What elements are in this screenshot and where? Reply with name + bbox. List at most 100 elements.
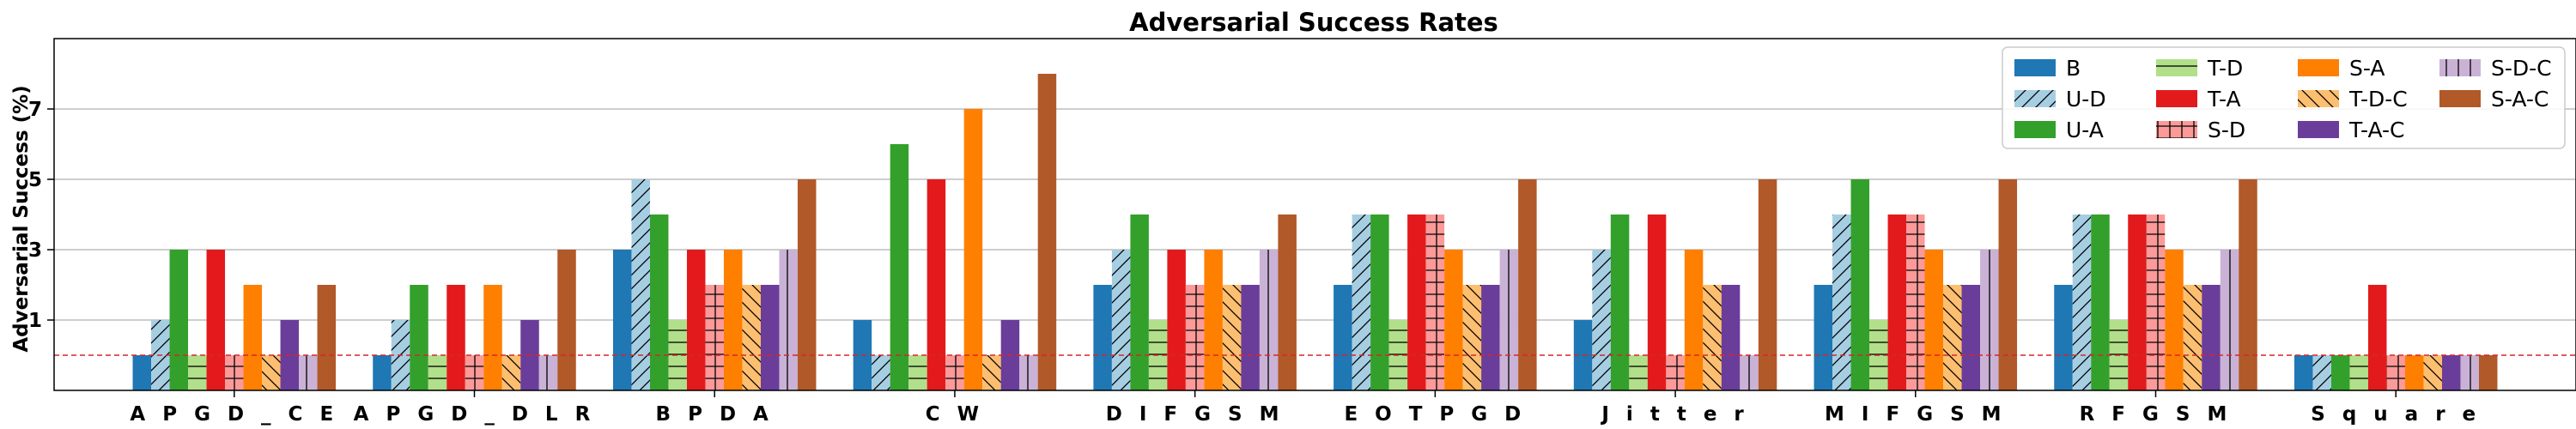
legend-label: T-D [2207,56,2243,81]
bar-hatch [779,250,798,390]
bar [1961,285,1981,390]
bar [557,250,576,390]
bar-hatch [1740,355,1759,390]
legend-swatch-hatch [2439,59,2481,76]
bar [1370,214,1389,390]
bar-hatch [2146,214,2166,390]
bars [132,74,2498,390]
y-tick-label: 7 [28,99,42,121]
bar-hatch [1666,355,1685,390]
bar [243,285,263,390]
bar [1758,179,1777,390]
bar-hatch [1019,355,1038,390]
bar [2091,214,2110,390]
bar-hatch [1943,285,1962,390]
bar [1850,179,1870,390]
y-tick-label: 3 [28,239,42,262]
bar [1518,179,1537,390]
x-tick-label: A P G D _ C E [130,403,338,426]
x-tick-label: D I F G S M [1106,403,1285,426]
bar [1998,179,2018,390]
legend-swatch-hatch [2156,59,2197,76]
legend-label: T-A-C [2348,118,2404,142]
bar [373,355,392,390]
bar [1037,74,1057,390]
bar [1204,250,1223,390]
bar [1407,214,1426,390]
bar [1444,250,1463,390]
bar [2478,355,2498,390]
y-ticks: 1 3 5 7 [28,99,54,332]
bar [1241,285,1260,390]
legend-label: U-A [2066,118,2104,142]
bar [1887,214,1907,390]
bar [2293,355,2313,390]
bar-hatch [2183,285,2202,390]
bar [317,285,337,390]
legend-swatch [2014,121,2056,138]
bar-hatch [538,355,558,390]
x-tick-label: S q u a r e [2311,403,2481,426]
bar-hatch [982,355,1001,390]
bar-hatch [2312,355,2331,390]
chart-title: Adversarial Success Rates [1129,8,1498,37]
bar-hatch [872,355,890,390]
bar-hatch [2220,250,2239,390]
bar-hatch [705,285,724,390]
bar [927,179,946,390]
bar-hatch [2386,355,2405,390]
plot-frame [53,38,2576,391]
bar [760,285,780,390]
legend-label: S-D [2208,118,2245,142]
bar-hatch [1499,250,1519,390]
bar-hatch [1462,285,1482,390]
bar [2404,355,2424,390]
bar [132,355,152,390]
bar-hatch [1703,285,1722,390]
bar-hatch [1832,214,1851,390]
bar-hatch [2423,355,2442,390]
bar [797,179,817,390]
bar [963,109,983,390]
bar [1093,285,1112,390]
bar [1610,214,1630,390]
bar [2165,250,2184,390]
legend-swatch-hatch [2156,121,2197,138]
legend-swatch [2156,90,2197,107]
bar-hatch [2349,355,2368,390]
bar-hatch [501,355,521,390]
bar-hatch [908,355,927,390]
legend-box [2002,46,2566,149]
bar-hatch [1259,250,1279,390]
legend-swatch-hatch [2298,90,2339,107]
bar [2128,214,2147,390]
x-tick-label: J i t t e r [1600,403,1748,426]
x-tick-label: E O T P G D [1344,403,1526,426]
bar [2330,355,2350,390]
bar [2441,355,2461,390]
bar-hatch [631,179,650,390]
bar-hatch [1352,214,1371,390]
bar-hatch [225,355,244,390]
bar-hatch [1629,355,1648,390]
bar [1334,285,1352,390]
legend-label: U-D [2066,87,2106,112]
x-tick-label: C W [926,403,984,426]
x-tick-label: R F G S M [2080,403,2233,426]
legend-label: S-A [2349,56,2385,81]
bar-hatch [1906,214,1925,390]
bar [2239,179,2257,390]
legend-label: S-D-C [2491,56,2552,81]
x-ticks: A P G D _ C E A P G D _ D L R B P D A C W D … [130,390,2481,426]
bar [1924,250,1944,390]
legend-label: S-A-C [2491,87,2549,112]
bar-hatch [1222,285,1242,390]
bar [1647,214,1667,390]
legend-swatch-hatch [2014,90,2056,107]
legend-label: T-A [2207,87,2241,112]
bar [483,285,502,390]
bar [1167,250,1186,390]
bar-hatch [1980,250,1999,390]
